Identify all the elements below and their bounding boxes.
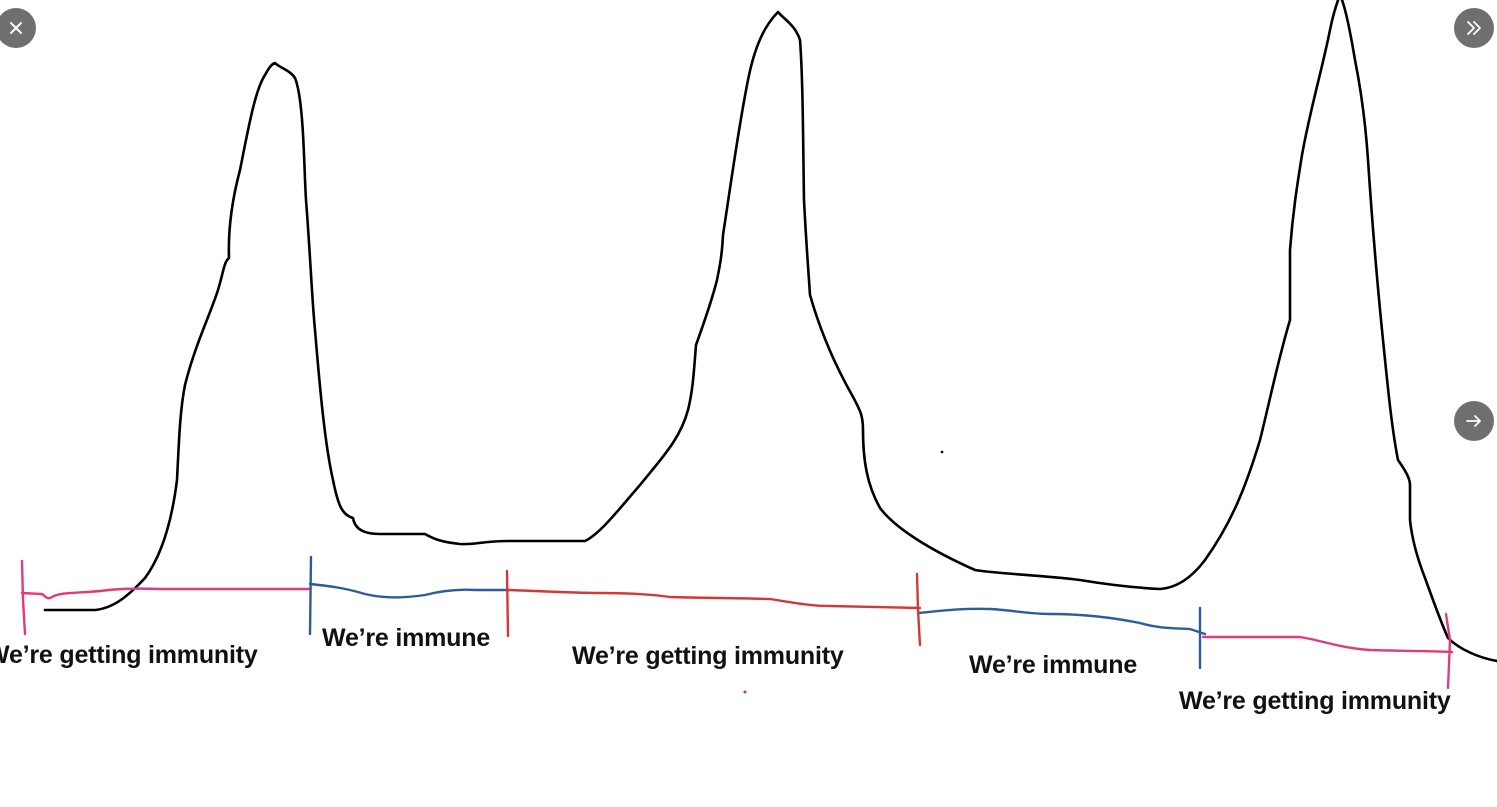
arrow-right-icon bbox=[1466, 415, 1481, 427]
immune-phase-2-line bbox=[308, 582, 512, 599]
close-icon bbox=[10, 22, 22, 34]
stray-dot-black bbox=[940, 450, 944, 454]
double-chevron-right-icon bbox=[1467, 21, 1481, 35]
phase-2-start-tick bbox=[308, 555, 313, 636]
phase-1-start-tick bbox=[20, 559, 27, 636]
phase-4-start-tick bbox=[915, 572, 922, 647]
stray-dot-red bbox=[743, 690, 747, 694]
phase-label-getting-immunity-2: We’re getting immunity bbox=[572, 642, 844, 670]
immune-phase-4-line bbox=[916, 607, 1207, 636]
getting-immunity-phase-5-line bbox=[1201, 635, 1454, 654]
next-image-button[interactable] bbox=[1454, 401, 1494, 441]
phase-label-immune-1: We’re immune bbox=[322, 624, 491, 652]
getting-immunity-phase-3-line bbox=[507, 588, 922, 610]
phase-label-getting-immunity-1: We’re getting immunity bbox=[0, 641, 258, 669]
getting-immunity-phase-1-line bbox=[20, 587, 312, 600]
phase-5-end-tick bbox=[1444, 612, 1452, 690]
infection-wave-curve bbox=[43, 0, 1497, 663]
phase-3-start-tick bbox=[505, 569, 510, 638]
close-button[interactable] bbox=[0, 8, 36, 48]
phase-label-immune-2: We’re immune bbox=[969, 651, 1138, 679]
expand-panel-button[interactable] bbox=[1454, 8, 1494, 48]
phase-label-getting-immunity-3: We’re getting immunity bbox=[1179, 687, 1451, 715]
